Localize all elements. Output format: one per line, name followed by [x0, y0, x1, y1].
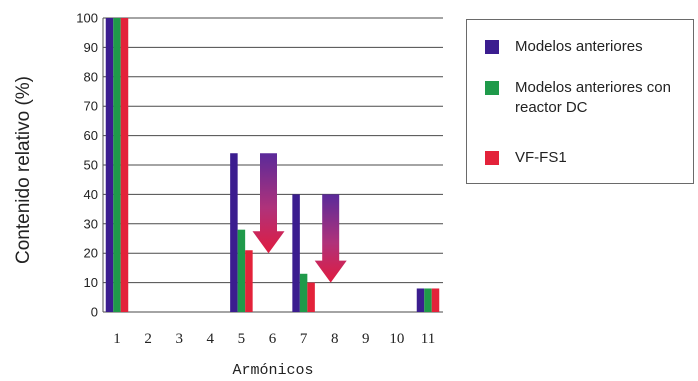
legend: Modelos anteriores Modelos anteriores co… [466, 19, 694, 184]
y-tick-label: 0 [91, 305, 98, 320]
bar-series-1-cat-7 [292, 194, 300, 312]
y-tick-label: 30 [84, 216, 98, 231]
bar-series-2-cat-1 [113, 18, 121, 312]
bar-series-2-cat-7 [299, 273, 308, 312]
bar-series-3-cat-7 [307, 282, 315, 312]
y-tick-label: 100 [76, 11, 98, 26]
bar-series-1-cat-1 [105, 18, 114, 312]
x-axis-label: Armónicos [232, 362, 313, 379]
x-tick-label: 11 [421, 331, 435, 347]
x-tick-label: 2 [144, 331, 152, 347]
y-tick-label: 10 [84, 275, 98, 290]
y-tick-labels: 0 10 20 30 40 50 60 70 80 90 100 [76, 11, 98, 320]
legend-swatch-series-1 [485, 40, 499, 54]
legend-swatch-series-2 [485, 81, 499, 95]
bar-series-2-cat-5 [237, 229, 246, 312]
x-tick-label: 5 [238, 331, 246, 347]
legend-item-series-3: VF-FS1 [485, 148, 695, 168]
x-tick-label: 10 [389, 331, 404, 347]
x-tick-label: 6 [269, 331, 277, 347]
legend-swatch-series-3 [485, 151, 499, 165]
x-tick-label: 9 [362, 331, 370, 347]
bar-series-3-cat-1 [120, 18, 129, 312]
x-tick-label: 7 [300, 331, 308, 347]
reduction-arrow-icon [314, 194, 347, 283]
x-tick-label: 8 [331, 331, 339, 347]
reduction-arrows [252, 153, 347, 283]
y-tick-label: 60 [84, 128, 98, 143]
bar-series-1-cat-11 [416, 288, 425, 312]
legend-label-series-1: Modelos anteriores [515, 38, 643, 55]
y-tick-label: 40 [84, 187, 98, 202]
legend-item-series-2: Modelos anteriores con reactor DC [485, 78, 695, 118]
bar-series-1-cat-5 [230, 153, 238, 312]
reduction-arrow-icon [252, 153, 285, 254]
x-tick-label: 3 [175, 331, 183, 347]
x-tick-label: 4 [207, 331, 215, 347]
bar-series-2-cat-11 [424, 288, 432, 312]
y-tick-label: 90 [84, 40, 98, 55]
y-tick-label: 70 [84, 99, 98, 114]
x-tick-labels: 1 2 3 4 5 6 7 8 9 10 11 [113, 331, 435, 347]
bar-series-3-cat-11 [431, 288, 440, 312]
y-tick-label: 50 [84, 158, 98, 173]
bars [105, 18, 440, 312]
legend-item-series-1: Modelos anteriores [485, 37, 695, 57]
y-tick-label: 20 [84, 246, 98, 261]
y-axis-label: Contenido relativo (%) [13, 76, 34, 264]
y-tick-label: 80 [84, 69, 98, 84]
bar-series-3-cat-5 [245, 250, 253, 312]
legend-label-series-2: Modelos anteriores con reactor DC [515, 79, 671, 116]
x-tick-label: 1 [113, 331, 121, 347]
legend-label-series-3: VF-FS1 [515, 149, 567, 166]
